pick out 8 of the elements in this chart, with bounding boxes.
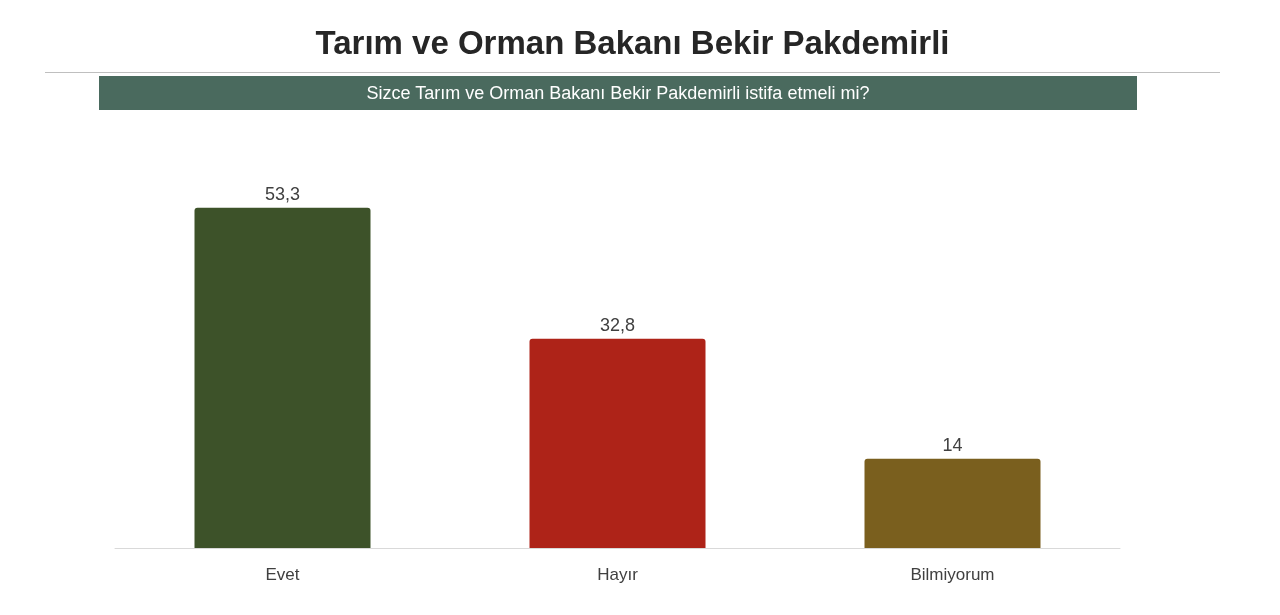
x-tick-label: Hayır <box>597 565 639 584</box>
x-tick-label: Evet <box>265 565 300 584</box>
data-label: 53,3 <box>264 183 301 204</box>
data-label: 14 <box>942 434 963 455</box>
chart-subtitle: Sizce Tarım ve Orman Bakanı Bekir Pakdemirli istifa etmeli mi? <box>99 76 1137 110</box>
x-tick-label: Bilmiyorum <box>910 565 995 584</box>
chart-title: Tarım ve Orman Bakanı Bekir Pakdemirli <box>45 18 1220 73</box>
data-label: 32,8 <box>599 314 636 335</box>
